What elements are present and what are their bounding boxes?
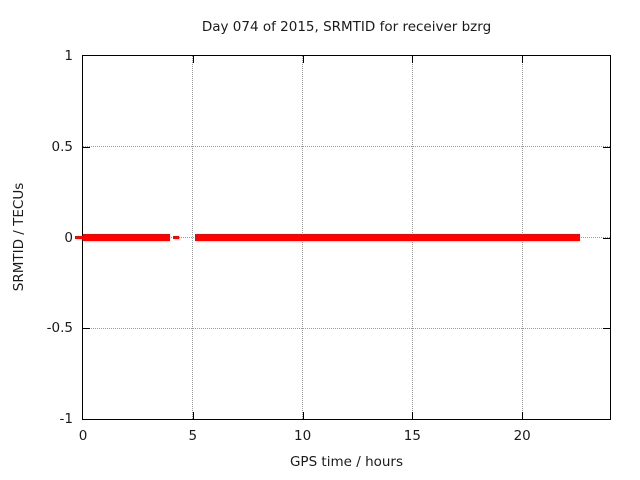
chart-title: Day 074 of 2015, SRMTID for receiver bzr… — [201, 19, 492, 35]
data-series-segment — [75, 236, 85, 239]
x-tick-mark — [192, 56, 194, 63]
x-tick-mark — [522, 56, 524, 63]
y-tick-mark — [83, 328, 90, 330]
y-tick-label: 0 — [64, 229, 73, 246]
y-tick-mark — [83, 146, 90, 148]
y-tick-mark — [603, 328, 610, 330]
x-tick-mark — [302, 412, 304, 419]
x-axis-label: GPS time / hours — [289, 454, 404, 470]
y-gridline — [83, 327, 610, 329]
data-series-segment — [173, 236, 179, 239]
y-tick-label: -0.5 — [46, 320, 73, 337]
y-tick-mark — [603, 146, 610, 148]
data-series-segment — [83, 234, 170, 241]
y-tick-label: 1 — [64, 48, 73, 64]
x-tick-label: 20 — [513, 428, 531, 444]
x-tick-mark — [412, 56, 414, 63]
y-tick-mark — [603, 237, 610, 239]
plot-area — [75, 55, 611, 420]
x-tick-label: 10 — [293, 428, 312, 444]
x-tick-mark — [302, 56, 304, 63]
y-gridline — [83, 146, 610, 148]
x-tick-mark — [522, 412, 524, 419]
x-tick-mark — [192, 412, 194, 419]
y-tick-label: 0.5 — [51, 138, 73, 155]
y-tick-label: -1 — [59, 411, 73, 427]
x-tick-mark — [412, 412, 414, 419]
x-tick-label: 5 — [188, 428, 198, 444]
x-tick-label: 15 — [403, 428, 421, 444]
x-tick-label: 0 — [78, 428, 88, 444]
data-series-segment — [194, 234, 581, 241]
